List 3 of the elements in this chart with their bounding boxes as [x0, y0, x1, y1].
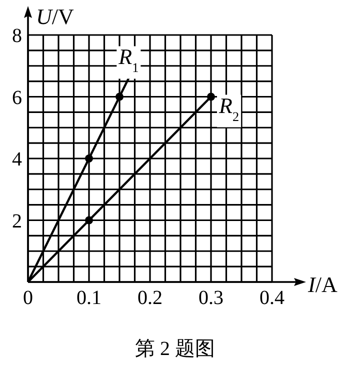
annotation: 第 2 题图	[135, 338, 215, 360]
ylabel: U/V	[36, 4, 74, 29]
xlabel: I/A	[308, 272, 338, 297]
